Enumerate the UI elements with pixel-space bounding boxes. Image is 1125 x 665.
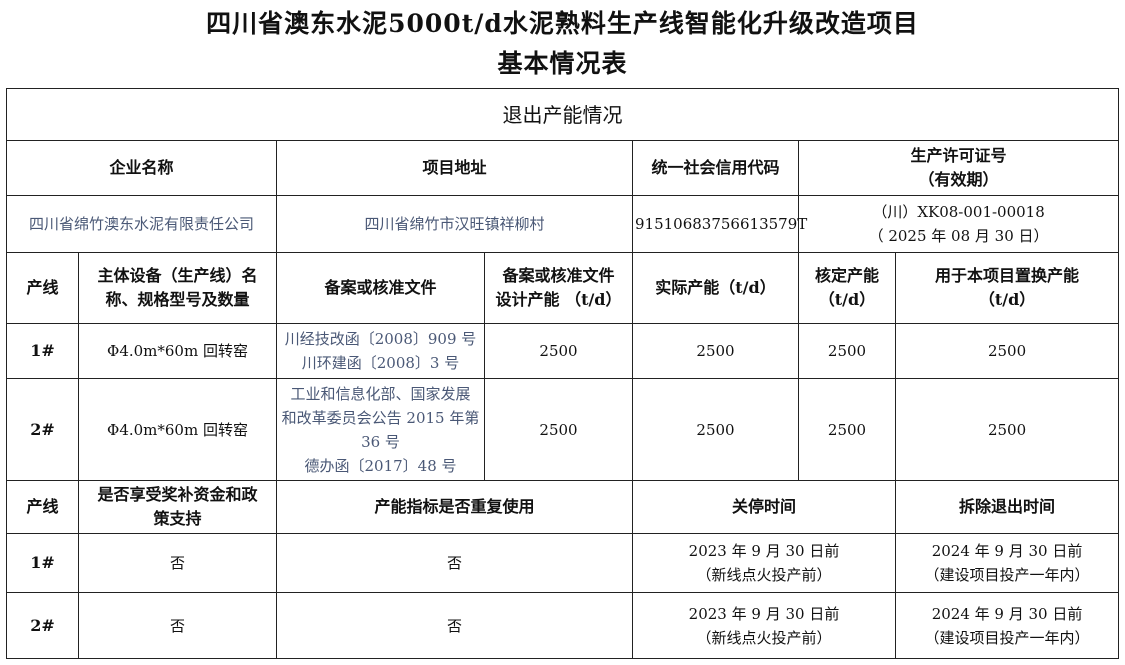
table-row: 2# 否 否 2023 年 9 月 30 日前 （新线点火投产前） 2024 年 … [6, 592, 1120, 659]
filing-docs: 工业和信息化部、国家发展 和改革委员会公告 2015 年第 36 号德办函〔2017… [276, 378, 485, 481]
title-line-2: 基本情况表 [497, 49, 628, 78]
header-address: 项目地址 [276, 140, 633, 196]
credit-code: 91510683756613579T [632, 195, 807, 253]
document-title: 四川省澳东水泥5000t/d水泥熟料生产线智能化升级改造项目 基本情况表 [0, 4, 1125, 84]
shutdown-time: 2023 年 9 月 30 日前 （新线点火投产前） [632, 592, 896, 659]
table-row: 1# 否 否 2023 年 9 月 30 日前 （新线点火投产前） 2024 年 … [6, 533, 1120, 593]
shutdown-time: 2023 年 9 月 30 日前 （新线点火投产前） [632, 533, 896, 593]
header-exit-line: 产线 [6, 480, 79, 534]
basic-info-table: 退出产能情况 企业名称 项目地址 统一社会信用代码 生产许可证号 （有效期） 四川… [5, 88, 1120, 659]
equipment: Φ4.0m*60m 回转窑 [78, 378, 277, 481]
filing-docs: 川经技改函〔2008〕909 号川环建函〔2008〕3 号 [276, 323, 485, 379]
actual-capacity: 2500 [632, 323, 799, 379]
demolish-time: 2024 年 9 月 30 日前 （建设项目投产一年内） [894, 592, 1120, 659]
subsidy: 否 [78, 592, 277, 659]
license-number: （川）XK08-001-00018 （ 2025 年 08 月 30 日） [797, 195, 1120, 253]
header-replace-capacity: 用于本项目置换产能 （t/d） [894, 252, 1120, 324]
header-design-capacity: 备案或核准文件 设计产能 （t/d） [484, 252, 633, 324]
header-shutdown: 关停时间 [632, 480, 896, 534]
equipment: Φ4.0m*60m 回转窑 [78, 323, 277, 379]
header-company-name: 企业名称 [6, 140, 277, 196]
approved-capacity: 2500 [798, 378, 896, 481]
design-capacity: 2500 [484, 323, 633, 379]
line-id: 1# [6, 323, 79, 379]
header-filing: 备案或核准文件 [276, 252, 485, 324]
reuse: 否 [276, 533, 633, 593]
header-actual-capacity: 实际产能（t/d） [632, 252, 799, 324]
reuse: 否 [276, 592, 633, 659]
title-line-1: 四川省澳东水泥5000t/d水泥熟料生产线智能化升级改造项目 [206, 9, 919, 38]
line-id: 2# [6, 592, 79, 659]
demolish-time: 2024 年 9 月 30 日前 （建设项目投产一年内） [894, 533, 1120, 593]
header-approved-capacity: 核定产能 （t/d） [798, 252, 896, 324]
table-row: 2# Φ4.0m*60m 回转窑 工业和信息化部、国家发展 和改革委员会公告 20… [6, 378, 1120, 481]
replace-capacity: 2500 [894, 323, 1120, 379]
section-title: 退出产能情况 [5, 88, 1120, 141]
header-credit-code: 统一社会信用代码 [632, 140, 799, 196]
company-name: 四川省绵竹澳东水泥有限责任公司 [6, 195, 277, 253]
header-line: 产线 [6, 252, 79, 324]
header-demolish: 拆除退出时间 [894, 480, 1120, 534]
header-equipment: 主体设备（生产线）名 称、规格型号及数量 [78, 252, 277, 324]
company-address: 四川省绵竹市汉旺镇祥柳村 [276, 195, 633, 253]
line-id: 1# [6, 533, 79, 593]
table-row: 1# Φ4.0m*60m 回转窑 川经技改函〔2008〕909 号川环建函〔20… [6, 323, 1120, 379]
subsidy: 否 [78, 533, 277, 593]
header-reuse: 产能指标是否重复使用 [276, 480, 633, 534]
design-capacity: 2500 [484, 378, 633, 481]
approved-capacity: 2500 [798, 323, 896, 379]
actual-capacity: 2500 [632, 378, 799, 481]
header-subsidy: 是否享受奖补资金和政 策支持 [78, 480, 277, 534]
replace-capacity: 2500 [894, 378, 1120, 481]
header-license: 生产许可证号 （有效期） [797, 140, 1120, 196]
line-id: 2# [6, 378, 79, 481]
